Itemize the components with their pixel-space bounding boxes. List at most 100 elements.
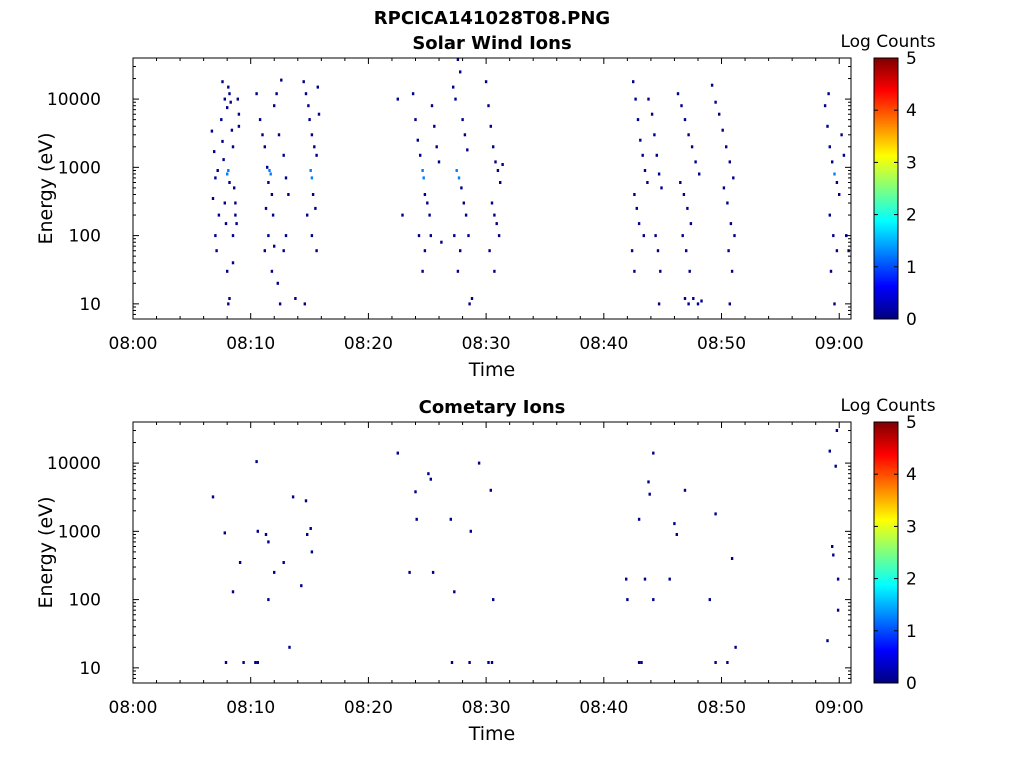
data-point (833, 302, 836, 306)
data-point (634, 97, 637, 101)
data-point (636, 118, 640, 122)
data-point (727, 249, 730, 253)
data-point (654, 234, 657, 238)
data-point (459, 249, 462, 253)
x-axis-label: Time (468, 359, 516, 381)
data-point (493, 269, 496, 273)
data-point (273, 570, 276, 574)
data-point (310, 133, 314, 137)
data-point (450, 661, 454, 664)
y-tick-label: 10 (79, 659, 101, 679)
data-point (835, 429, 839, 432)
data-point (657, 302, 661, 306)
data-point (831, 160, 834, 164)
data-marks (210, 58, 850, 306)
data-point (708, 598, 711, 602)
data-point (222, 158, 225, 162)
data-point (437, 160, 441, 164)
data-point (660, 186, 663, 190)
data-point (655, 153, 658, 157)
data-point (224, 661, 228, 664)
panel-title: Solar Wind Ions (412, 33, 571, 54)
data-point (464, 213, 468, 217)
data-point (419, 153, 422, 157)
data-point (264, 206, 268, 210)
data-point (828, 449, 831, 453)
data-point (732, 176, 735, 180)
data-point (228, 297, 231, 300)
data-point (726, 201, 729, 205)
x-tick-label: 08:00 (109, 698, 158, 718)
y-tick-label: 1000 (58, 522, 101, 542)
data-point (829, 269, 833, 273)
data-point (423, 249, 427, 253)
data-point (625, 577, 628, 581)
data-point (675, 533, 678, 536)
data-point (722, 186, 726, 190)
data-point (417, 234, 421, 238)
data-marks (211, 429, 840, 664)
data-point (696, 302, 700, 306)
data-point (641, 153, 644, 157)
data-point (643, 577, 647, 581)
data-point (453, 234, 456, 238)
data-point (832, 553, 835, 557)
data-point (230, 128, 234, 132)
data-point (266, 165, 269, 169)
x-tick-label: 08:10 (226, 334, 275, 354)
data-point (270, 193, 274, 196)
data-point (273, 244, 276, 248)
data-point (211, 197, 215, 200)
colorbar-label: Log Counts (840, 396, 935, 416)
plot-frame (132, 421, 852, 684)
data-point (468, 302, 471, 306)
data-point (316, 85, 319, 89)
data-point (227, 302, 230, 306)
data-point (214, 176, 217, 180)
data-point (287, 193, 290, 196)
data-point (282, 561, 285, 564)
data-point (489, 488, 492, 492)
data-point (300, 584, 303, 588)
colorbar-tick-label: 5 (906, 413, 917, 433)
x-tick-label: 08:20 (344, 334, 393, 354)
data-point (226, 106, 229, 110)
data-point (256, 661, 259, 664)
x-tick-label: 09:00 (815, 334, 864, 354)
data-point (639, 138, 642, 142)
data-point (730, 557, 734, 560)
data-point (733, 234, 736, 238)
data-point (317, 112, 321, 116)
data-point (463, 133, 467, 137)
data-point (310, 176, 314, 180)
data-point (466, 148, 469, 152)
data-point (237, 124, 241, 128)
data-point (288, 645, 291, 649)
y-axis-label: Energy (eV) (35, 132, 57, 244)
data-point (832, 234, 835, 238)
data-point (838, 193, 841, 196)
data-point (291, 495, 295, 499)
data-point (220, 118, 223, 122)
data-point (659, 269, 662, 273)
data-point (828, 145, 831, 149)
data-point (454, 97, 457, 101)
data-point (840, 133, 843, 137)
data-point (435, 145, 438, 149)
y-tick-label: 100 (69, 591, 101, 611)
data-point (210, 129, 214, 133)
data-point (271, 213, 275, 217)
data-point (490, 201, 494, 205)
data-point (303, 302, 306, 306)
x-tick-label: 08:50 (697, 334, 746, 354)
data-point (309, 527, 312, 530)
data-point (686, 206, 689, 210)
data-point (237, 112, 241, 116)
data-point (216, 169, 219, 172)
data-point (224, 222, 228, 226)
colorbar-label: Log Counts (840, 32, 935, 52)
data-point (698, 172, 701, 176)
data-point (826, 124, 829, 128)
data-point (714, 512, 717, 516)
data-point (431, 570, 435, 574)
